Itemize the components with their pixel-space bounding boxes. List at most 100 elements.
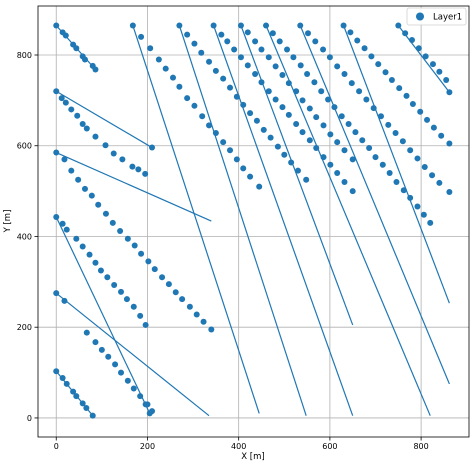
series-points [53, 22, 453, 419]
data-point [341, 71, 348, 78]
data-point [86, 251, 93, 258]
data-point [155, 56, 162, 63]
data-point [83, 329, 90, 336]
data-point [363, 96, 370, 103]
data-point [79, 243, 86, 250]
data-point [288, 159, 295, 166]
data-point [145, 258, 152, 265]
data-point [220, 75, 227, 82]
data-point [402, 30, 409, 37]
data-point [331, 104, 338, 111]
data-point [142, 401, 149, 408]
data-point [392, 130, 399, 137]
data-point [62, 99, 69, 106]
data-point [92, 66, 99, 73]
data-point [184, 31, 191, 38]
data-point [269, 30, 276, 37]
legend: Layer1 [406, 7, 467, 26]
data-point [212, 67, 219, 74]
data-point [348, 80, 355, 87]
data-point [375, 61, 382, 68]
data-point [446, 189, 453, 196]
data-point [102, 142, 109, 149]
data-point [83, 404, 90, 411]
data-point [395, 22, 402, 29]
data-point [70, 388, 77, 395]
data-point [61, 297, 68, 304]
data-point [79, 120, 86, 127]
data-point [430, 124, 437, 131]
data-point [135, 166, 142, 173]
data-point [256, 183, 263, 190]
data-point [334, 63, 341, 70]
plot-frame [37, 5, 470, 438]
legend-label: Layer1 [433, 13, 462, 23]
data-point [59, 375, 66, 382]
data-point [407, 147, 414, 154]
data-point [129, 163, 136, 170]
data-point [429, 172, 436, 179]
data-point [176, 22, 183, 29]
series-line [178, 25, 307, 416]
data-point [403, 92, 410, 99]
data-point [258, 46, 265, 53]
data-point [427, 219, 434, 226]
plot-area [38, 6, 469, 437]
series-line [240, 25, 354, 326]
data-point [74, 112, 81, 119]
data-point [240, 165, 247, 172]
data-point [407, 194, 414, 201]
data-point [137, 393, 144, 400]
data-point [420, 211, 427, 218]
data-point [388, 76, 395, 83]
data-point [63, 380, 70, 387]
data-point [443, 76, 450, 83]
data-point [334, 169, 341, 176]
data-point [341, 179, 348, 186]
x-tick-label: 800 [413, 442, 428, 451]
data-point [109, 219, 116, 226]
data-point [446, 89, 453, 96]
data-point [149, 144, 156, 151]
data-point [224, 38, 231, 45]
series-line [55, 90, 153, 149]
data-point [244, 29, 251, 36]
y-tick-label: 200 [17, 323, 32, 332]
data-point [105, 353, 112, 360]
data-point [137, 312, 144, 319]
data-point [303, 176, 310, 183]
data-point [370, 105, 377, 112]
series-line [299, 25, 450, 385]
data-point [349, 156, 356, 163]
data-point [293, 120, 300, 127]
data-point [199, 113, 206, 120]
data-point [131, 242, 138, 249]
series-line [55, 216, 151, 414]
data-point [212, 130, 219, 137]
data-point [279, 104, 286, 111]
data-point [320, 154, 327, 161]
data-point [393, 179, 400, 186]
data-point [313, 145, 320, 152]
data-point [98, 346, 105, 353]
series-line [55, 292, 210, 417]
data-point [206, 122, 213, 129]
data-point [352, 129, 359, 136]
data-point [142, 170, 149, 177]
data-point [73, 45, 80, 52]
data-point [227, 84, 234, 91]
data-point [306, 105, 313, 112]
data-point [130, 385, 137, 392]
data-point [59, 220, 66, 227]
data-point [359, 137, 366, 144]
data-point [279, 71, 286, 78]
data-point [417, 108, 424, 115]
series-line [132, 25, 260, 414]
data-point [306, 137, 313, 144]
data-point [210, 22, 217, 29]
data-point [429, 61, 436, 68]
series-line [397, 25, 450, 93]
x-tick-label: 0 [54, 442, 59, 451]
data-point [320, 122, 327, 129]
data-point [293, 88, 300, 95]
